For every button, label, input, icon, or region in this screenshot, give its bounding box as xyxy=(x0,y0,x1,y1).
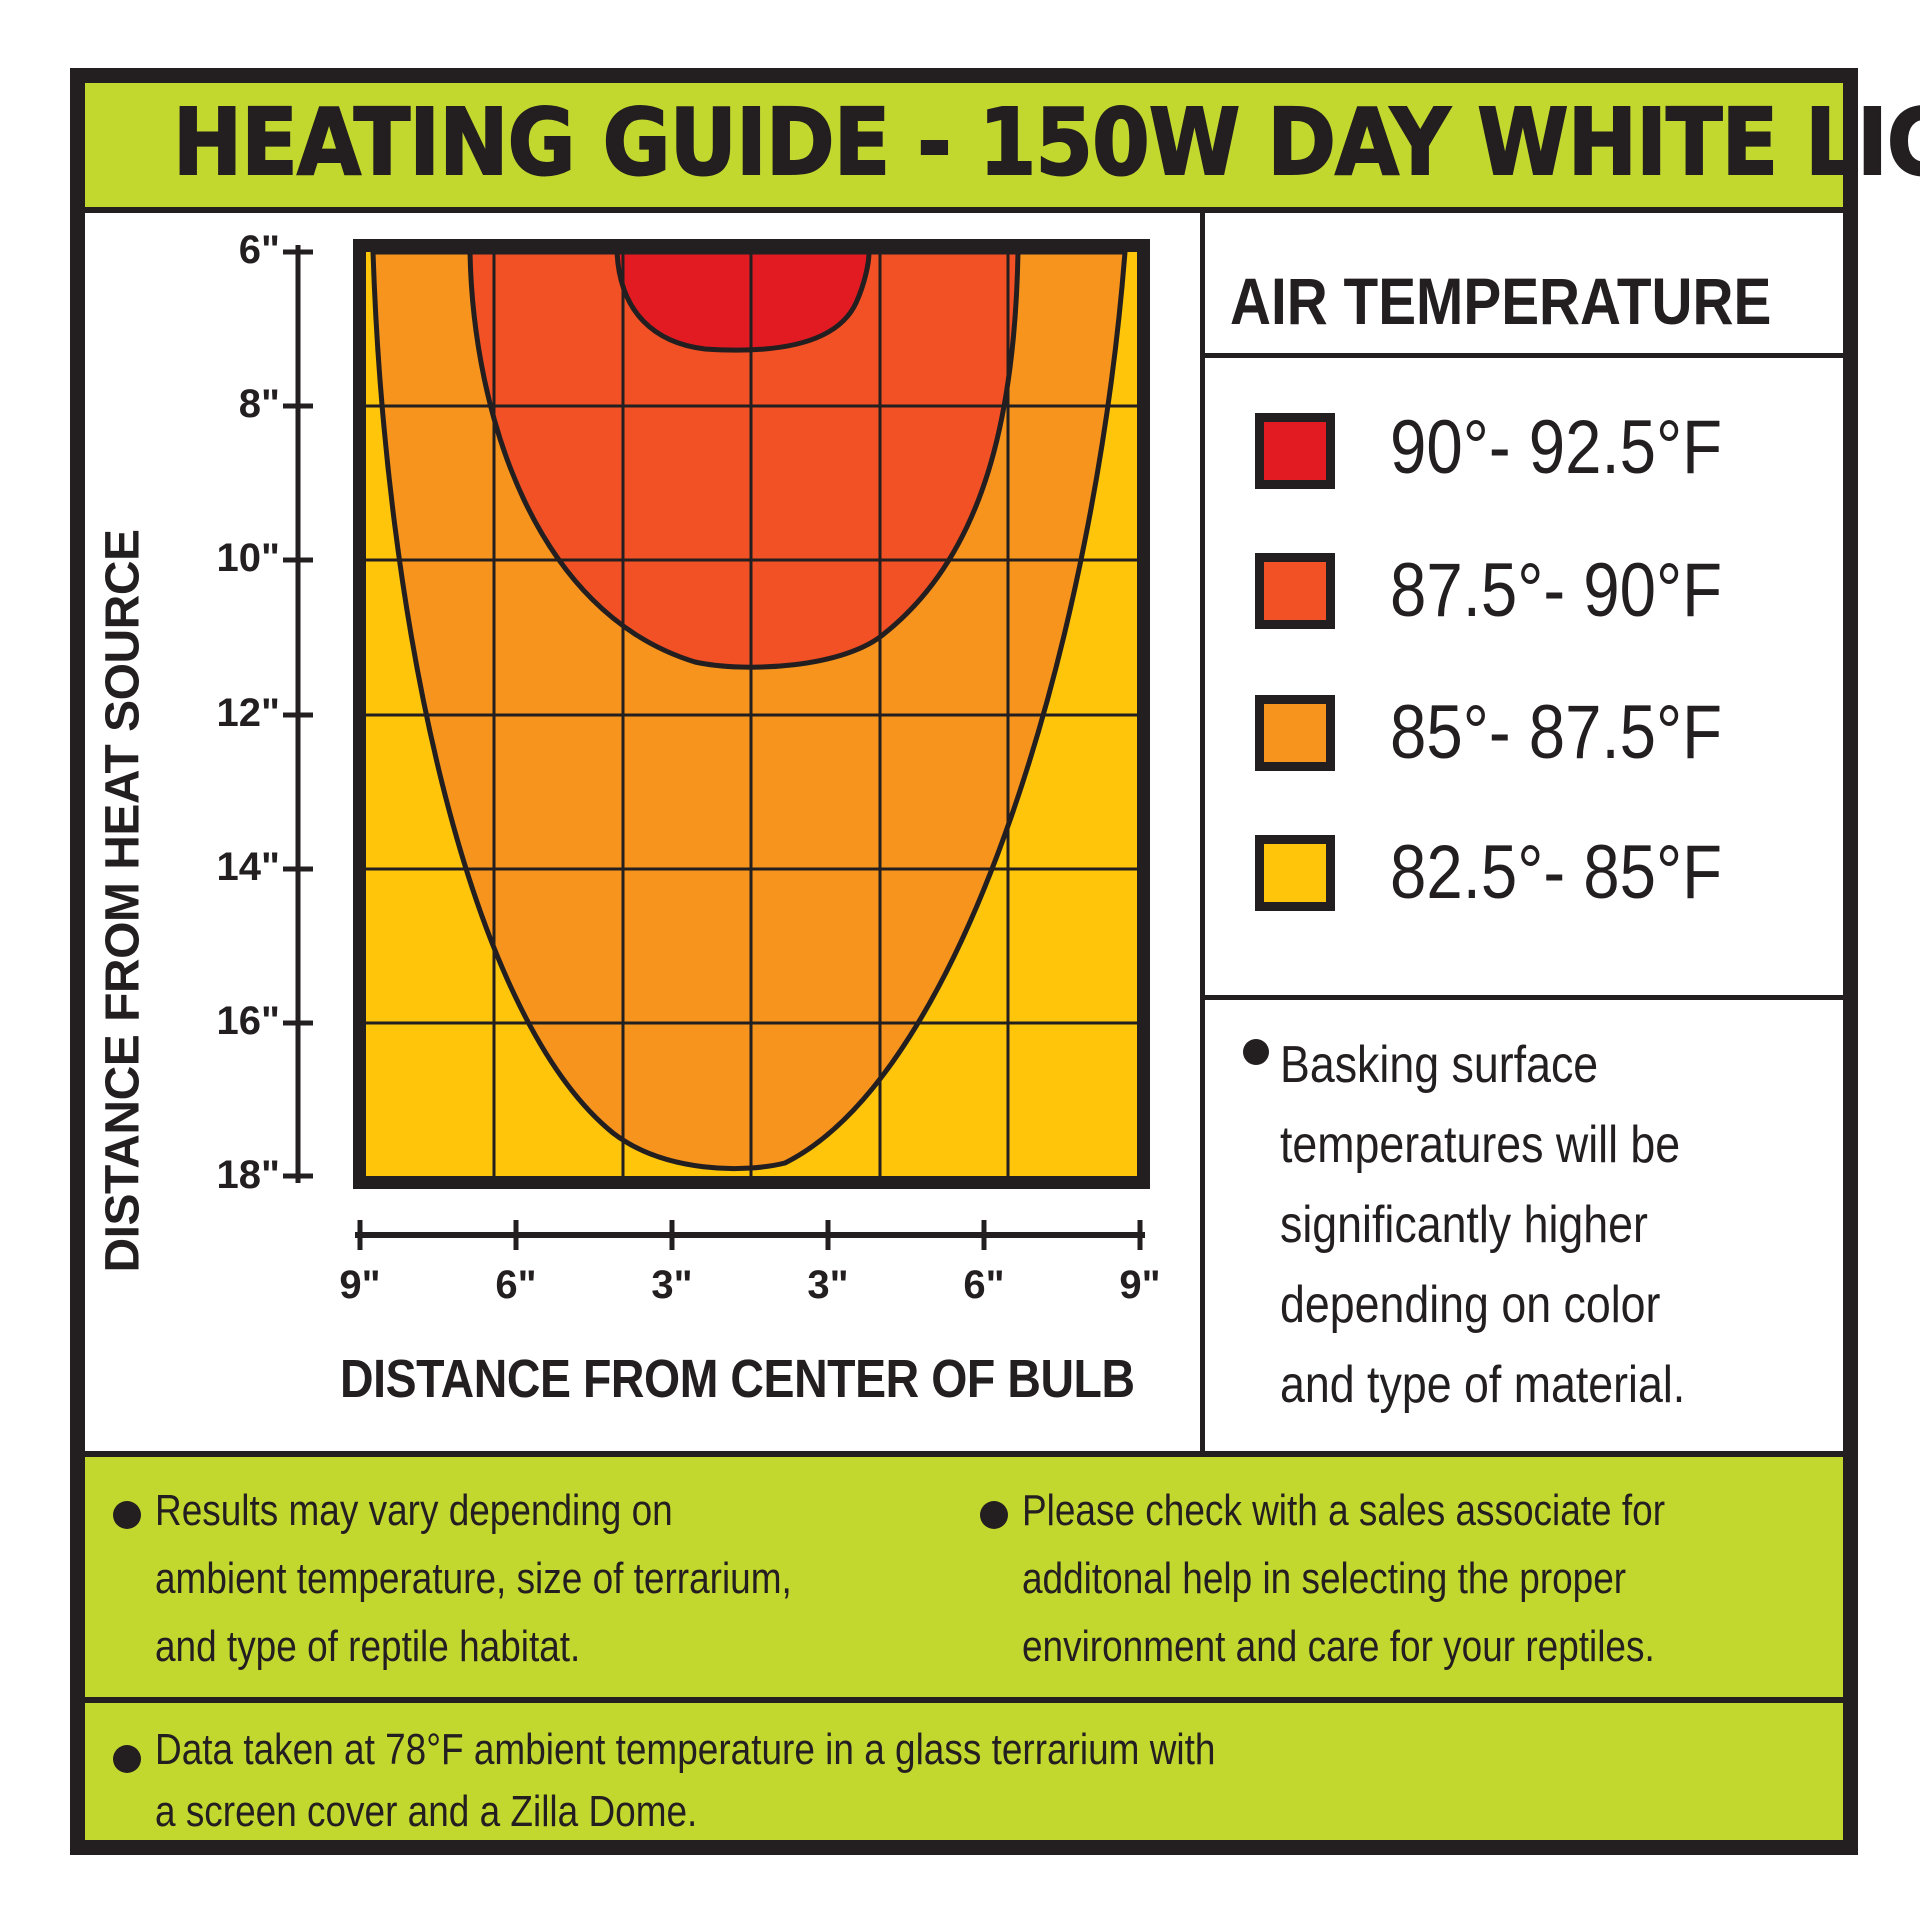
y-axis xyxy=(283,245,313,1183)
x-tick-left-9: 9" xyxy=(339,1263,381,1307)
notes-banner: Results may vary depending on ambient te… xyxy=(85,1451,1843,1840)
x-tick-right-9: 9" xyxy=(1119,1263,1161,1307)
legend-swatch-85-87 xyxy=(1255,695,1335,771)
basking-note: Basking surface temperatures will be sig… xyxy=(1280,1036,1686,1414)
chart-section: DISTANCE FROM HEAT SOURCE 6" 8" 10" 12" … xyxy=(85,213,1843,1451)
bullet-icon xyxy=(980,1501,1008,1529)
zone-90-92 xyxy=(614,252,872,353)
sales-note: Please check with a sales associate for … xyxy=(1022,1486,1666,1671)
x-axis-label: DISTANCE FROM CENTER OF BULB xyxy=(340,1349,1135,1409)
bullet-icon xyxy=(113,1501,141,1529)
bullet-icon xyxy=(113,1745,141,1773)
legend-label-82-85: 82.5°- 85°F xyxy=(1390,830,1723,915)
notes-divider xyxy=(85,1697,1843,1703)
bullet-icon xyxy=(1243,1039,1269,1065)
legend-label-87-90: 87.5°- 90°F xyxy=(1390,548,1723,633)
panel-divider xyxy=(1200,213,1205,1451)
legend-swatch-87-90 xyxy=(1255,553,1335,629)
y-tick-6: 6" xyxy=(238,228,280,272)
y-tick-10: 10" xyxy=(216,536,280,580)
y-tick-16: 16" xyxy=(216,999,280,1043)
x-tick-left-6: 6" xyxy=(495,1263,537,1307)
x-tick-right-3: 3" xyxy=(807,1263,849,1307)
legend-divider-bottom xyxy=(1205,995,1843,1000)
x-tick-left-3: 3" xyxy=(651,1263,693,1307)
legend-title: AIR TEMPERATURE xyxy=(1230,264,1772,338)
legend-label-90-92: 90°- 92.5°F xyxy=(1390,405,1723,490)
title-banner: HEATING GUIDE - 150W DAY WHITE LIGHT xyxy=(85,83,1920,213)
x-tick-right-6: 6" xyxy=(963,1263,1005,1307)
data-note: Data taken at 78°F ambient temperature i… xyxy=(155,1725,1216,1836)
heating-guide-card: HEATING GUIDE - 150W DAY WHITE LIGHT DIS… xyxy=(70,68,1920,1855)
y-tick-12: 12" xyxy=(216,691,280,735)
x-axis xyxy=(355,1220,1145,1250)
plot-border xyxy=(353,239,1150,1189)
y-tick-18: 18" xyxy=(216,1153,280,1197)
grid-lines xyxy=(366,252,1137,1176)
heat-chart xyxy=(283,239,1150,1250)
results-note: Results may vary depending on ambient te… xyxy=(155,1486,792,1671)
y-tick-8: 8" xyxy=(238,382,280,426)
page-title: HEATING GUIDE - 150W DAY WHITE LIGHT xyxy=(172,89,1920,196)
legend-swatch-90-92 xyxy=(1255,413,1335,489)
y-tick-14: 14" xyxy=(216,845,280,889)
legend-divider-top xyxy=(1205,353,1843,358)
legend-swatch-82-85 xyxy=(1255,835,1335,911)
legend-label-85-87: 85°- 87.5°F xyxy=(1390,690,1723,775)
